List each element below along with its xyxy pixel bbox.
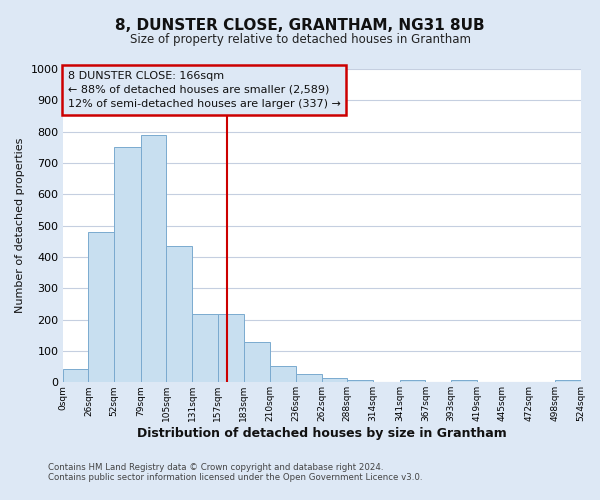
Bar: [296, 374, 322, 382]
Bar: [244, 342, 270, 382]
Bar: [141, 135, 166, 382]
Bar: [347, 380, 373, 382]
X-axis label: Distribution of detached houses by size in Grantham: Distribution of detached houses by size …: [137, 427, 506, 440]
Bar: [114, 148, 141, 382]
Bar: [322, 378, 347, 382]
Text: 8, DUNSTER CLOSE, GRANTHAM, NG31 8UB: 8, DUNSTER CLOSE, GRANTHAM, NG31 8UB: [115, 18, 485, 32]
Text: Size of property relative to detached houses in Grantham: Size of property relative to detached ho…: [130, 32, 470, 46]
Bar: [166, 246, 192, 382]
Bar: [451, 380, 477, 382]
Bar: [192, 314, 218, 382]
Text: Contains HM Land Registry data © Crown copyright and database right 2024.: Contains HM Land Registry data © Crown c…: [48, 464, 383, 472]
Bar: [63, 369, 88, 382]
Text: 8 DUNSTER CLOSE: 166sqm
← 88% of detached houses are smaller (2,589)
12% of semi: 8 DUNSTER CLOSE: 166sqm ← 88% of detache…: [68, 70, 341, 110]
Bar: [400, 380, 425, 382]
Bar: [270, 366, 296, 382]
Y-axis label: Number of detached properties: Number of detached properties: [15, 138, 25, 314]
Bar: [218, 314, 244, 382]
Bar: [555, 380, 581, 382]
Text: Contains public sector information licensed under the Open Government Licence v3: Contains public sector information licen…: [48, 474, 422, 482]
Bar: [88, 232, 114, 382]
